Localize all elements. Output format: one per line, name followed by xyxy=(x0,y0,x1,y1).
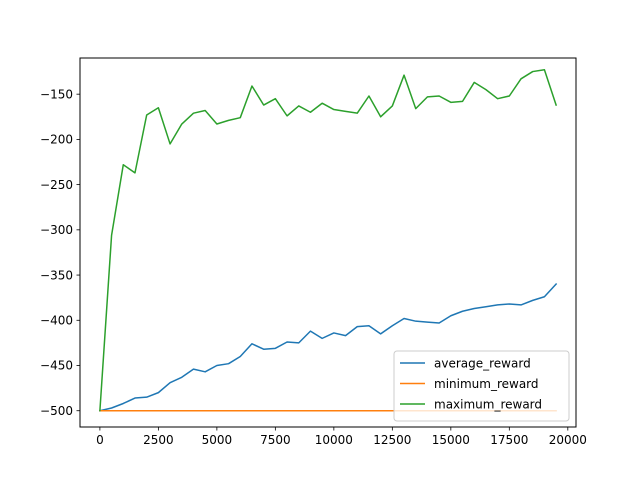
x-tick-label: 2500 xyxy=(143,433,174,447)
y-tick-label: −450 xyxy=(40,359,73,373)
y-tick-label: −300 xyxy=(40,223,73,237)
x-axis: 0 2500 5000 7500 10000 12500 15000 17500 20000 xyxy=(96,427,587,447)
x-tick-label: 20000 xyxy=(549,433,587,447)
x-tick-label: 5000 xyxy=(202,433,233,447)
y-tick-label: −150 xyxy=(40,87,73,101)
legend: average_reward minimum_reward maximum_rewa… xyxy=(393,350,570,422)
x-tick-label: 7500 xyxy=(260,433,291,447)
y-axis: −500 −450 −400 −350 −300 −250 −200 −150 xyxy=(40,87,80,418)
x-tick-label: 0 xyxy=(96,433,104,447)
y-tick-label: −250 xyxy=(40,178,73,192)
legend-label-maximum-reward: maximum_reward xyxy=(434,398,542,412)
y-tick-label: −400 xyxy=(40,313,73,327)
plot-frame xyxy=(79,57,577,428)
legend-label-average-reward: average_reward xyxy=(434,357,531,371)
legend-label-minimum-reward: minimum_reward xyxy=(434,377,539,391)
x-tick-label: 10000 xyxy=(315,433,353,447)
legend-box xyxy=(393,350,570,422)
y-tick-label: −500 xyxy=(40,404,73,418)
y-tick-label: −350 xyxy=(40,268,73,282)
x-tick-label: 17500 xyxy=(490,433,528,447)
x-tick-label: 15000 xyxy=(432,433,470,447)
series-line-maximum-reward xyxy=(99,69,558,412)
series-line-average-reward xyxy=(98,283,558,412)
x-tick-label: 12500 xyxy=(373,433,411,447)
y-tick-label: −200 xyxy=(40,133,73,147)
